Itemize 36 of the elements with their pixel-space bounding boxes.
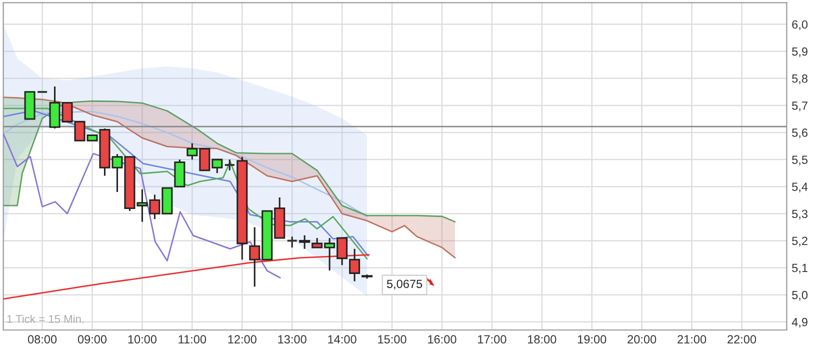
x-tick-label: 21:00 (678, 335, 706, 344)
y-tick-label: 5,4 (792, 182, 808, 192)
y-tick-label: 5,3 (792, 210, 808, 220)
x-tick-label: 19:00 (578, 335, 606, 344)
y-tick-label: 5,8 (792, 74, 808, 84)
y-tick-label: 6,0 (792, 20, 808, 30)
candlestick (349, 248, 360, 282)
candlestick (286, 236, 298, 248)
y-tick-label: 5,5 (792, 156, 808, 166)
y-tick-label: 5,7 (792, 102, 808, 112)
candlestick (224, 158, 236, 172)
x-tick-label: 18:00 (528, 335, 556, 344)
x-tick-label: 15:00 (378, 335, 406, 344)
line-series (3, 110, 368, 218)
x-tick-label: 10:00 (128, 335, 157, 344)
y-tick-label: 5,0 (792, 290, 808, 301)
x-tick-label: 12:00 (228, 335, 256, 344)
x-tick-label: 20:00 (628, 335, 656, 344)
line-series (3, 254, 370, 300)
annotation: 5,0675 (386, 280, 422, 290)
annotation: 1 Tick = 15 Min. (7, 314, 84, 323)
x-tick-label: 22:00 (728, 335, 756, 344)
line-series (3, 132, 281, 278)
line-series (72, 100, 456, 222)
x-tick-label: 11:00 (178, 335, 206, 344)
y-tick-label: 5,1 (792, 264, 808, 274)
y-tick-label: 4,9 (792, 318, 808, 328)
x-tick-label: 14:00 (328, 335, 356, 344)
y-tick-label: 5,2 (792, 236, 808, 247)
x-tick-label: 09:00 (78, 335, 107, 344)
x-tick-label: 13:00 (278, 335, 306, 344)
x-tick-label: 17:00 (478, 335, 506, 344)
x-tick-label: 08:00 (28, 335, 57, 344)
y-tick-label: 5,9 (792, 47, 808, 58)
y-tick-label: 5,6 (792, 128, 808, 138)
x-tick-label: 16:00 (428, 335, 456, 344)
